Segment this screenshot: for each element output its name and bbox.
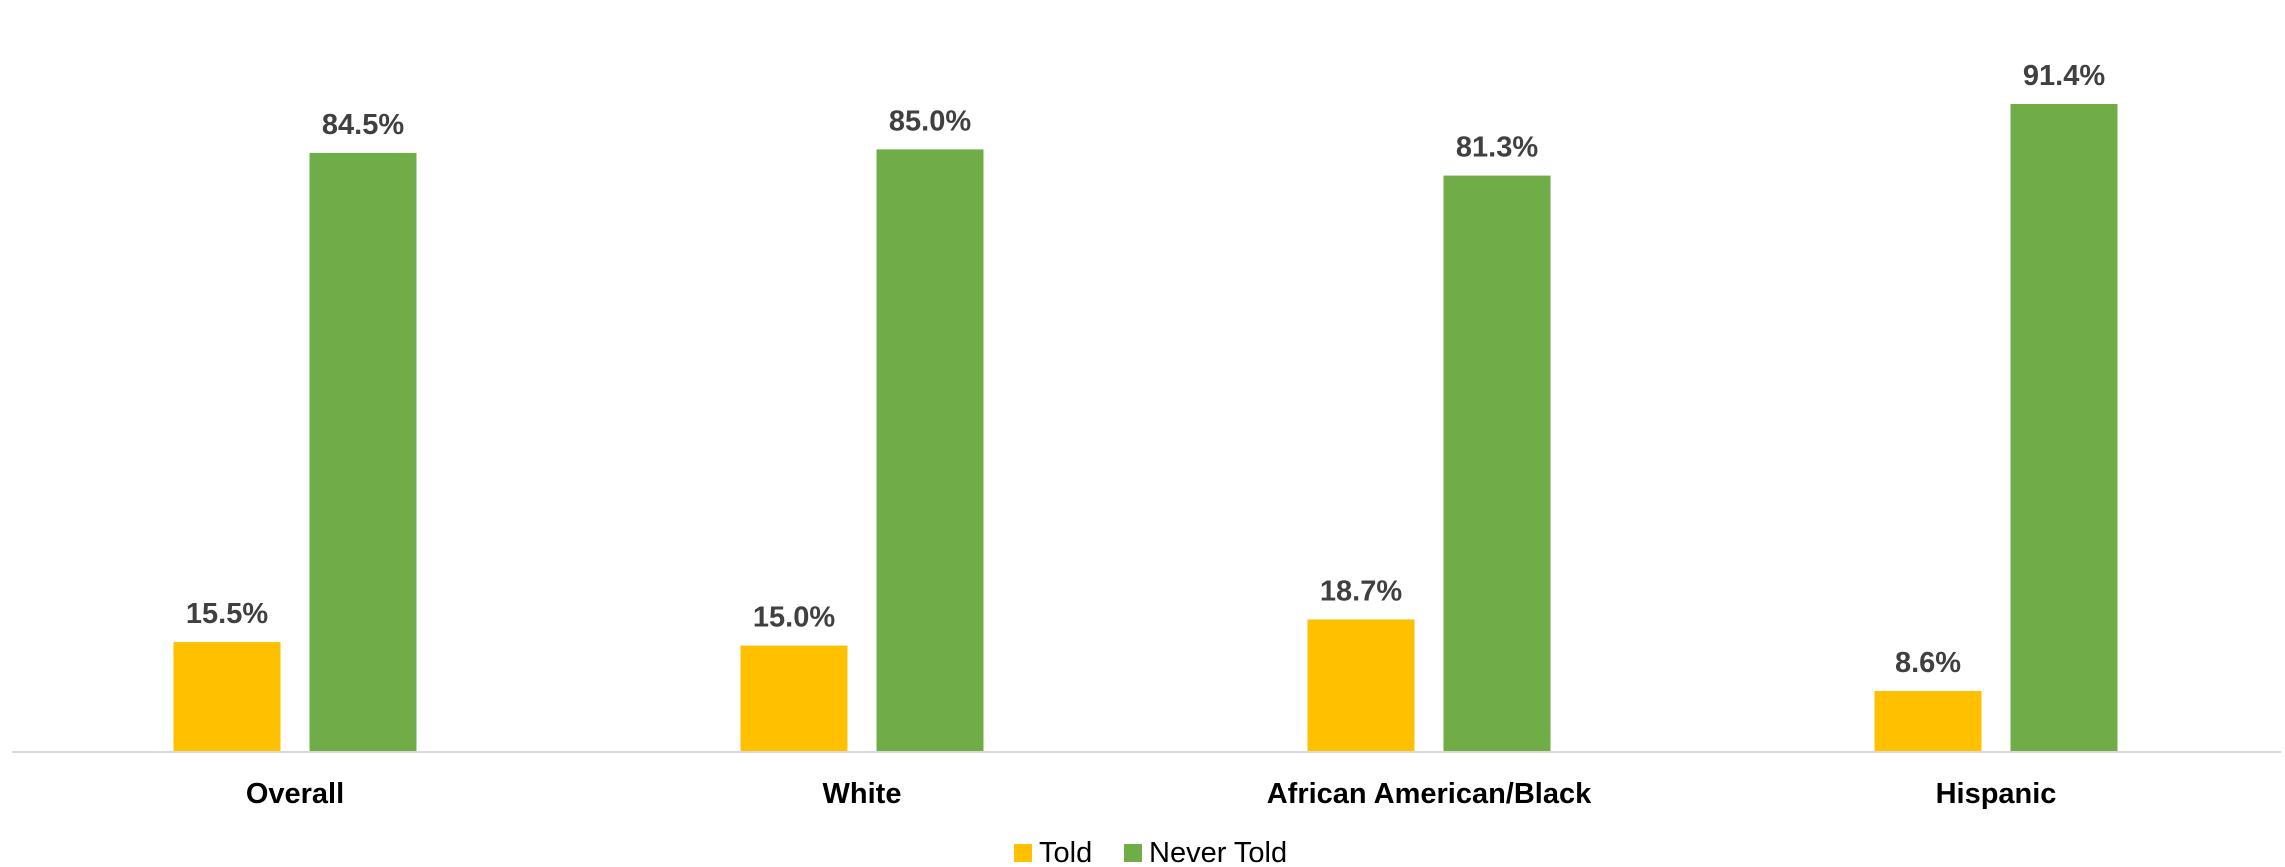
bar-told-hispanic [1874,691,1982,752]
value-label-never-told-african-american-black: 81.3% [1456,132,1538,164]
bar-never-told-hispanic [2010,104,2118,752]
category-label-white: White [823,778,902,810]
value-label-told-african-american-black: 18.7% [1320,575,1402,607]
value-label-never-told-hispanic: 91.4% [2023,60,2105,92]
legend-swatch-told [1014,844,1032,862]
bar-never-told-white [876,149,984,752]
bar-told-african-american-black [1307,619,1415,752]
category-label-hispanic: Hispanic [1936,778,2057,810]
legend-swatch-never-told [1124,844,1142,862]
value-label-told-overall: 15.5% [186,598,268,630]
bar-never-told-african-american-black [1443,175,1551,753]
bars-group [173,104,2118,753]
legend-label-never-told: Never Told [1149,837,1287,867]
category-labels-group: Overall White African American/Black Hispan… [246,778,2057,810]
value-label-told-white: 15.0% [753,602,835,634]
legend-label-told: Told [1039,837,1092,867]
category-label-overall: Overall [246,778,344,810]
bar-never-told-overall [309,152,417,752]
bar-told-white [740,645,848,752]
value-labels-group: 15.5% 84.5% 15.0% 85.0% 18.7% 81.3% 8.6% 91.4% [186,60,2105,679]
legend: Told Never Told [1014,837,1287,867]
category-label-african-american-black: African American/Black [1267,778,1592,810]
value-label-never-told-overall: 84.5% [322,109,404,141]
bar-told-overall [173,642,281,752]
value-label-told-hispanic: 8.6% [1895,647,1961,679]
value-label-never-told-white: 85.0% [889,105,971,137]
